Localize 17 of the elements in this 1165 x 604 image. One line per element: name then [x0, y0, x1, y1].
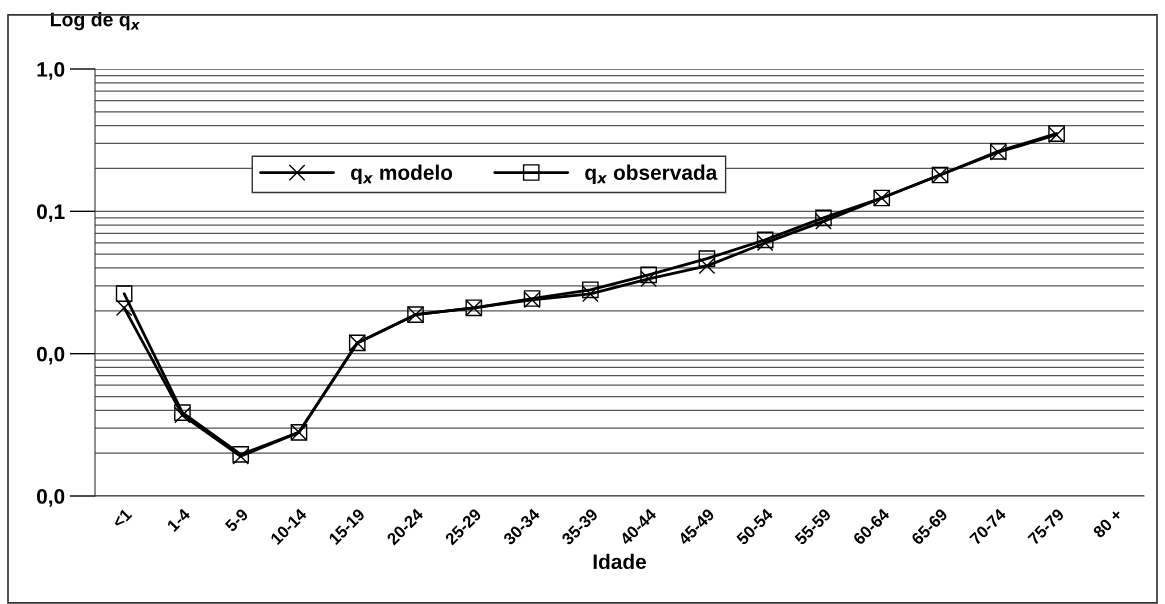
point — [640, 266, 657, 284]
x-tick-label: <1 — [111, 507, 133, 529]
point — [698, 250, 716, 267]
point — [582, 281, 599, 299]
x-tick-label: 5-9 — [224, 507, 249, 533]
x-tick-label: 80 + — [1092, 507, 1124, 539]
point — [815, 209, 832, 227]
point — [115, 285, 133, 302]
x-axis-title: Idade — [593, 553, 646, 570]
y-tick-label: 0,0 — [37, 346, 65, 365]
y-axis-title: Log de q$_{x}$ — [50, 12, 141, 31]
legend-label: q$_{x}$ modelo — [351, 164, 453, 185]
x-tick-label: 1-4 — [166, 507, 191, 532]
y-tick-label: 0,1 — [37, 204, 65, 223]
y-tick-label: 0,0 — [37, 489, 65, 507]
y-tick-label: 1,0 — [37, 62, 65, 80]
legend-label: q$_{x}$ observada — [585, 164, 718, 185]
